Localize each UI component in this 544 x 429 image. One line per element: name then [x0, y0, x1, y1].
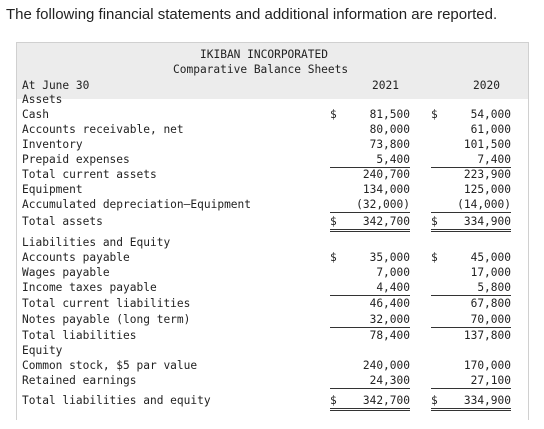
value-2021: 32,000	[330, 313, 410, 328]
value-2021: 80,000	[369, 123, 410, 136]
value-2021: $35,000	[330, 251, 410, 264]
value-2020: 61,000	[470, 123, 511, 136]
value-2021: 134,000	[362, 183, 410, 196]
value-2020: $334,900	[431, 394, 511, 411]
value-2020: 17,000	[470, 266, 511, 279]
row-label: Accounts payable	[22, 251, 130, 264]
row-label: Equity	[22, 344, 63, 357]
value-2020: 27,100	[431, 374, 511, 389]
value-2021: 5,400	[330, 153, 410, 168]
column-header-2021: 2021	[372, 79, 399, 92]
value-2020: 67,800	[470, 297, 511, 310]
value-2021: $342,700	[330, 215, 410, 232]
row-label: Total current assets	[22, 168, 157, 181]
row-label: Inventory	[22, 138, 83, 151]
value-2021: 7,000	[376, 266, 410, 279]
row-label: Wages payable	[22, 266, 110, 279]
row-label: Cash	[22, 108, 49, 121]
value-2021: $81,500	[330, 108, 410, 121]
row-label: Notes payable (long term)	[22, 313, 191, 326]
value-2020: 5,800	[431, 281, 511, 296]
value-2020: $54,000	[431, 108, 511, 121]
row-label: Assets	[22, 93, 63, 106]
company-name: IKIBAN INCORPORATED	[200, 48, 328, 61]
row-label: Accumulated depreciation—Equipment	[22, 198, 252, 211]
table-header-band	[17, 43, 528, 99]
row-label: Equipment	[22, 183, 83, 196]
value-2021: (32,000)	[330, 198, 410, 213]
value-2020: 170,000	[463, 359, 511, 372]
intro-text: The following financial statements and a…	[6, 6, 498, 23]
value-2021: 78,400	[369, 329, 410, 342]
row-label: Total current liabilities	[22, 297, 191, 310]
value-2021: 240,700	[362, 168, 410, 181]
value-2021: 46,400	[369, 297, 410, 310]
row-label: Total assets	[22, 215, 103, 228]
column-header-2020: 2020	[473, 79, 500, 92]
balance-sheet-table: IKIBAN INCORPORATED Comparative Balance …	[16, 42, 529, 420]
row-label: Total liabilities and equity	[22, 394, 211, 407]
value-2021: 4,400	[330, 281, 410, 296]
value-2020: $334,900	[431, 215, 511, 232]
value-2020: 223,900	[463, 168, 511, 181]
value-2021: $342,700	[330, 394, 410, 411]
value-2020: 137,800	[463, 329, 511, 342]
row-label: Accounts receivable, net	[22, 123, 184, 136]
row-label: Income taxes payable	[22, 281, 157, 294]
as-of-label: At June 30	[22, 79, 90, 92]
row-label: Retained earnings	[22, 374, 137, 387]
value-2020: $45,000	[431, 251, 511, 264]
row-label: Total liabilities	[22, 329, 137, 342]
value-2020: 70,000	[431, 313, 511, 328]
value-2020: 125,000	[463, 183, 511, 196]
statement-title: Comparative Balance Sheets	[173, 63, 349, 76]
value-2021: 240,000	[362, 359, 410, 372]
value-2021: 24,300	[330, 374, 410, 389]
value-2020: (14,000)	[431, 198, 511, 213]
row-label: Prepaid expenses	[22, 153, 130, 166]
value-2020: 7,400	[431, 153, 511, 168]
value-2021: 73,800	[369, 138, 410, 151]
row-label: Common stock, $5 par value	[22, 359, 198, 372]
row-label: Liabilities and Equity	[22, 236, 171, 249]
value-2020: 101,500	[463, 138, 511, 151]
